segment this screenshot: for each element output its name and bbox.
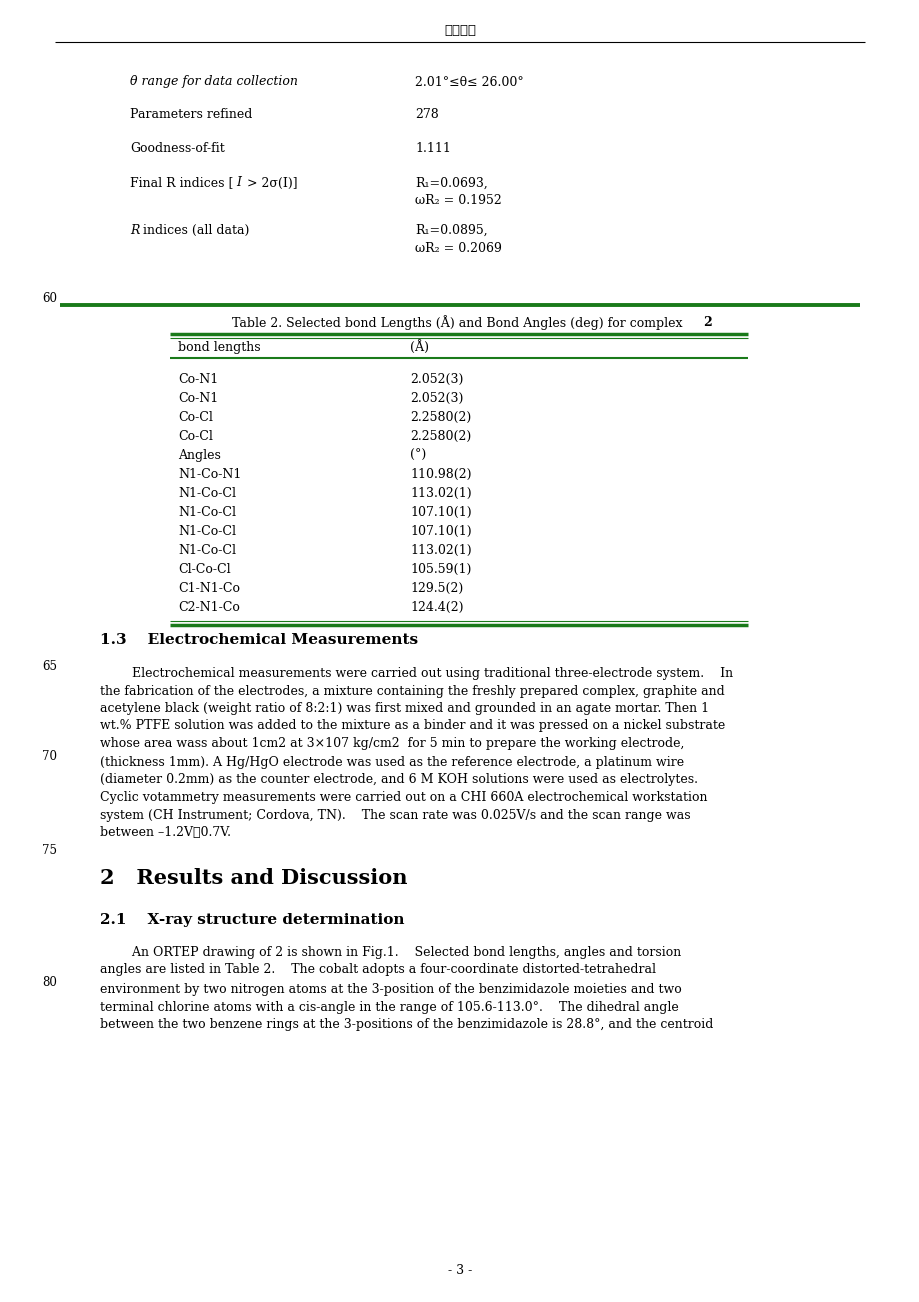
Text: R₁=0.0895,: R₁=0.0895, [414, 224, 487, 237]
Text: (thickness 1mm). A Hg/HgO electrode was used as the reference electrode, a plati: (thickness 1mm). A Hg/HgO electrode was … [100, 756, 684, 769]
Text: 75: 75 [42, 845, 57, 858]
Text: (Å): (Å) [410, 340, 428, 354]
Text: bond lengths: bond lengths [177, 341, 260, 354]
Text: An ORTEP drawing of 2 is shown in Fig.1.    Selected bond lengths, angles and to: An ORTEP drawing of 2 is shown in Fig.1.… [100, 947, 680, 960]
Text: R₁=0.0693,: R₁=0.0693, [414, 177, 487, 190]
Text: 2   Results and Discussion: 2 Results and Discussion [100, 868, 407, 888]
Text: N1-Co-Cl: N1-Co-Cl [177, 525, 236, 538]
Text: indices (all data): indices (all data) [139, 224, 249, 237]
Text: > 2σ(I)]: > 2σ(I)] [243, 177, 298, 190]
Text: N1-Co-N1: N1-Co-N1 [177, 467, 241, 480]
Text: Co-N1: Co-N1 [177, 372, 218, 385]
Text: ωR₂ = 0.1952: ωR₂ = 0.1952 [414, 194, 501, 207]
Text: the fabrication of the electrodes, a mixture containing the freshly prepared com: the fabrication of the electrodes, a mix… [100, 685, 724, 698]
Text: Co-Cl: Co-Cl [177, 430, 212, 443]
Text: 2.01°≤θ≤ 26.00°: 2.01°≤θ≤ 26.00° [414, 76, 523, 89]
Text: 60: 60 [42, 292, 57, 305]
Text: 124.4(2): 124.4(2) [410, 602, 463, 615]
Text: 105.59(1): 105.59(1) [410, 562, 471, 575]
Text: N1-Co-Cl: N1-Co-Cl [177, 487, 236, 500]
Text: 80: 80 [42, 976, 57, 990]
Text: 2.2580(2): 2.2580(2) [410, 411, 471, 424]
Text: environment by two nitrogen atoms at the 3-position of the benzimidazole moietie: environment by two nitrogen atoms at the… [100, 983, 681, 996]
Text: - 3 -: - 3 - [448, 1263, 471, 1276]
Text: 2.052(3): 2.052(3) [410, 392, 463, 405]
Text: Parameters refined: Parameters refined [130, 108, 252, 121]
Text: between –1.2V～0.7V.: between –1.2V～0.7V. [100, 825, 231, 838]
Text: angles are listed in Table 2.    The cobalt adopts a four-coordinate distorted-t: angles are listed in Table 2. The cobalt… [100, 963, 655, 976]
Text: 2.052(3): 2.052(3) [410, 372, 463, 385]
Text: N1-Co-Cl: N1-Co-Cl [177, 506, 236, 519]
Text: 107.10(1): 107.10(1) [410, 525, 471, 538]
Text: C2-N1-Co: C2-N1-Co [177, 602, 240, 615]
Text: Angles: Angles [177, 449, 221, 462]
Text: Table 2. Selected bond Lengths (Å) and Bond Angles (deg) for complex: Table 2. Selected bond Lengths (Å) and B… [232, 315, 686, 331]
Text: C1-N1-Co: C1-N1-Co [177, 582, 240, 595]
Text: Electrochemical measurements were carried out using traditional three-electrode : Electrochemical measurements were carrie… [100, 667, 732, 680]
Text: 精品论文: 精品论文 [444, 23, 475, 36]
Text: 113.02(1): 113.02(1) [410, 487, 471, 500]
Text: 2: 2 [702, 316, 711, 329]
Text: 113.02(1): 113.02(1) [410, 544, 471, 557]
Text: Cl-Co-Cl: Cl-Co-Cl [177, 562, 231, 575]
Text: 2.2580(2): 2.2580(2) [410, 430, 471, 443]
Text: Cyclic votammetry measurements were carried out on a CHI 660A electrochemical wo: Cyclic votammetry measurements were carr… [100, 792, 707, 805]
Text: system (CH Instrument; Cordova, TN).    The scan rate was 0.025V/s and the scan : system (CH Instrument; Cordova, TN). The… [100, 809, 690, 822]
Text: acetylene black (weight ratio of 8:2:1) was first mixed and grounded in an agate: acetylene black (weight ratio of 8:2:1) … [100, 702, 709, 715]
Text: 107.10(1): 107.10(1) [410, 506, 471, 519]
Text: 110.98(2): 110.98(2) [410, 467, 471, 480]
Text: Co-N1: Co-N1 [177, 392, 218, 405]
Text: R: R [130, 224, 139, 237]
Text: θ range for data collection: θ range for data collection [130, 76, 298, 89]
Text: wt.% PTFE solution was added to the mixture as a binder and it was pressed on a : wt.% PTFE solution was added to the mixt… [100, 720, 724, 733]
Text: I: I [236, 177, 241, 190]
Text: 129.5(2): 129.5(2) [410, 582, 463, 595]
Text: 278: 278 [414, 108, 438, 121]
Text: Goodness-of-fit: Goodness-of-fit [130, 142, 224, 155]
Text: 1.3    Electrochemical Measurements: 1.3 Electrochemical Measurements [100, 633, 417, 647]
Text: (diameter 0.2mm) as the counter electrode, and 6 M KOH solutions were used as el: (diameter 0.2mm) as the counter electrod… [100, 773, 698, 786]
Text: N1-Co-Cl: N1-Co-Cl [177, 544, 236, 557]
Text: 1.111: 1.111 [414, 142, 450, 155]
Text: 65: 65 [42, 660, 57, 673]
Text: Final R indices [: Final R indices [ [130, 177, 233, 190]
Text: (°): (°) [410, 449, 425, 462]
Text: whose area wass about 1cm2 at 3×107 kg/cm2  for 5 min to prepare the working ele: whose area wass about 1cm2 at 3×107 kg/c… [100, 737, 684, 750]
Text: Co-Cl: Co-Cl [177, 411, 212, 424]
Text: between the two benzene rings at the 3-positions of the benzimidazole is 28.8°, : between the two benzene rings at the 3-p… [100, 1018, 712, 1031]
Text: terminal chlorine atoms with a cis-angle in the range of 105.6-113.0°.    The di: terminal chlorine atoms with a cis-angle… [100, 1000, 678, 1013]
Text: 70: 70 [42, 750, 57, 763]
Text: ωR₂ = 0.2069: ωR₂ = 0.2069 [414, 241, 502, 254]
Text: 2.1    X-ray structure determination: 2.1 X-ray structure determination [100, 913, 404, 927]
